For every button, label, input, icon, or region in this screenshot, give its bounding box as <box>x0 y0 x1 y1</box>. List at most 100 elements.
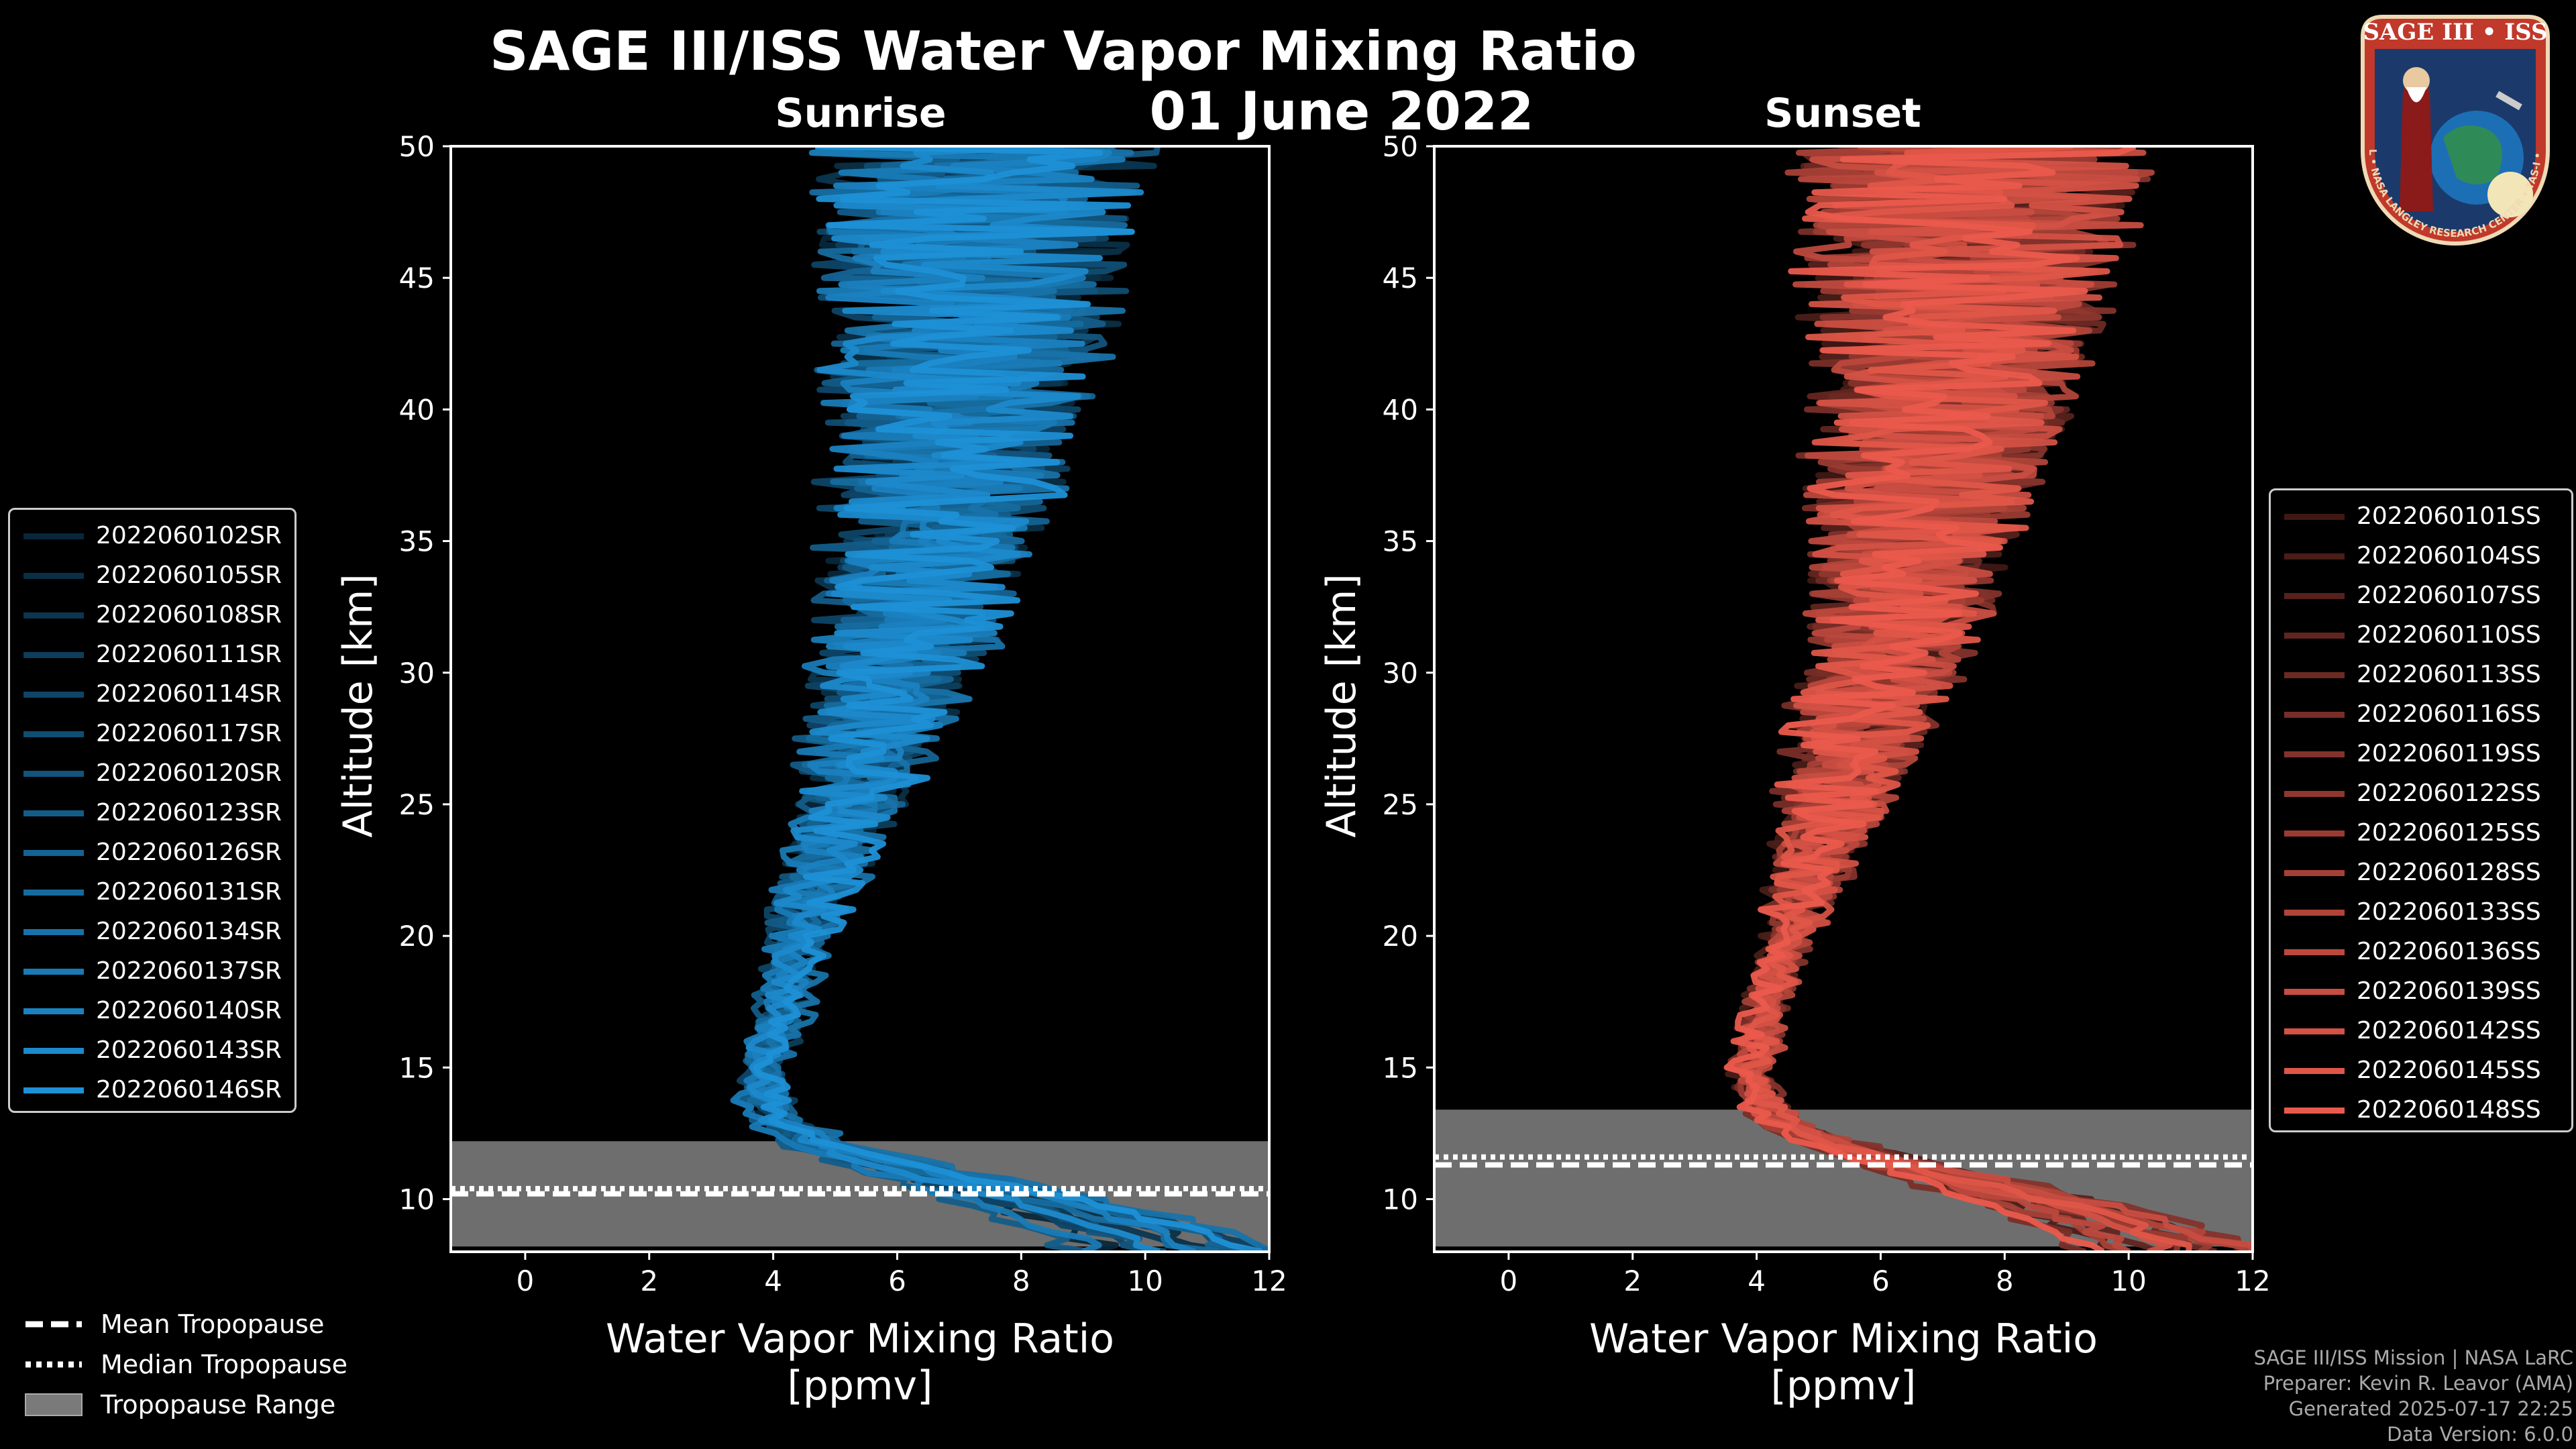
logo-title: SAGE III • ISS <box>2363 19 2547 46</box>
x-tick-label: 8 <box>1996 1265 2014 1297</box>
credits-preparer: Preparer: Kevin R. Leavor (AMA) <box>2263 1372 2573 1395</box>
legend-label: 2022060108SR <box>96 601 282 629</box>
legend-label: 2022060142SS <box>2357 1017 2541 1044</box>
sage-iii-iss-logo: SAGE III • ISS BALL • NASA LANGLEY RESEA… <box>2343 10 2550 246</box>
legend-label: 2022060117SR <box>96 720 282 747</box>
credits: SAGE III/ISS Mission | NASA LaRC Prepare… <box>2037 1345 2573 1447</box>
legend-swatch <box>2284 553 2345 559</box>
credits-mission: SAGE III/ISS Mission | NASA LaRC <box>2253 1346 2573 1369</box>
profile-line-2022060143SR <box>745 146 1161 1252</box>
credits-generated: Generated 2025-07-17 22:25 <box>2288 1397 2573 1420</box>
sunset-panel-title: Sunset <box>1764 90 1921 137</box>
legend-label: 2022060126SR <box>96 839 282 866</box>
y-tick-label: 50 <box>1383 130 1418 163</box>
legend-label: 2022060116SS <box>2357 700 2541 728</box>
x-tick-label: 4 <box>764 1265 782 1297</box>
legend-label: 2022060131SR <box>96 878 282 906</box>
y-tick-label: 20 <box>399 920 435 953</box>
legend-swatch <box>23 929 84 935</box>
panel-ss-plot-area <box>1434 146 2253 1252</box>
x-tick-label: 10 <box>1127 1265 1163 1297</box>
sunrise-legend: 2022060102SR 2022060105SR 2022060108SR 2022… <box>8 508 297 1113</box>
panel-sr-group: 0 2 4 6 8 10 12 10 15 20 25 30 35 40 45 50 Water Vapor M… <box>335 130 1287 1409</box>
x-tick-label: 12 <box>2235 1265 2270 1297</box>
x-axis-label: Water Vapor Mixing Ratio <box>1589 1316 2098 1362</box>
legend-swatch <box>2284 751 2345 757</box>
x-tick-label: 10 <box>2110 1265 2146 1297</box>
legend-label: 2022060140SR <box>96 997 282 1024</box>
y-tick-label: 15 <box>399 1051 435 1084</box>
legend-swatch <box>2284 633 2345 639</box>
legend-swatch <box>2284 672 2345 678</box>
legend-label: 2022060111SR <box>96 641 282 668</box>
legend-swatch <box>23 692 84 698</box>
y-tick-label: 40 <box>1383 393 1418 426</box>
legend-label: 2022060128SS <box>2357 859 2541 886</box>
legend-swatch <box>2284 989 2345 995</box>
x-axis-label: Water Vapor Mixing Ratio <box>606 1316 1114 1362</box>
legend-label: 2022060110SS <box>2357 621 2541 649</box>
sunrise-panel-title: Sunrise <box>775 90 947 137</box>
figure-title: SAGE III/ISS Water Vapor Mixing Ratio <box>489 20 1638 83</box>
legend-swatch <box>23 1008 84 1014</box>
legend-median-label: Median Tropopause <box>101 1350 347 1379</box>
profile-line-2022060134SR <box>759 146 1269 1252</box>
legend-label: 2022060136SS <box>2357 938 2541 965</box>
legend-swatch <box>2284 514 2345 520</box>
legend-mean-tropopause: Mean Tropopause <box>20 1305 396 1344</box>
legend-swatch <box>2284 791 2345 797</box>
dotted-line-swatch <box>25 1361 82 1368</box>
legend-swatch <box>23 771 84 777</box>
legend-swatch <box>23 969 84 975</box>
legend-label: 2022060102SR <box>96 522 282 549</box>
y-tick-label: 45 <box>1383 262 1418 294</box>
legend-swatch <box>2284 910 2345 916</box>
legend-swatch <box>23 890 84 896</box>
x-tick-label: 0 <box>517 1265 535 1297</box>
legend-range-label: Tropopause Range <box>101 1390 336 1419</box>
legend-label: 2022060104SS <box>2357 542 2541 570</box>
legend-swatch <box>23 1048 84 1054</box>
y-tick-label: 10 <box>1383 1183 1418 1216</box>
legend-mean-label: Mean Tropopause <box>101 1309 325 1339</box>
y-tick-label: 10 <box>399 1183 435 1216</box>
legend-label: 2022060125SS <box>2357 819 2541 847</box>
dashed-line-swatch <box>25 1321 82 1328</box>
figure-date: 01 June 2022 <box>1149 82 1534 142</box>
y-tick-label: 20 <box>1383 920 1418 953</box>
legend-swatch <box>23 810 84 816</box>
y-tick-label: 25 <box>1383 788 1418 821</box>
y-tick-label: 35 <box>1383 525 1418 558</box>
credits-data-version: Data Version: 6.0.0 <box>2387 1423 2573 1446</box>
legend-swatch <box>2284 593 2345 599</box>
x-tick-label: 12 <box>1251 1265 1287 1297</box>
y-tick-label: 25 <box>399 788 435 821</box>
legend-tropopause-range: Tropopause Range <box>20 1385 396 1424</box>
profile-line-2022060145SS <box>1739 146 2192 1252</box>
legend-label: 2022060137SR <box>96 957 282 985</box>
legend-label: 2022060133SS <box>2357 898 2541 926</box>
legend-swatch <box>23 652 84 658</box>
legend-swatch <box>23 533 84 539</box>
legend-swatch <box>2284 949 2345 955</box>
x-tick-label: 6 <box>888 1265 906 1297</box>
y-axis-label: Altitude [km] <box>1318 574 1365 838</box>
tropopause-legend: Mean Tropopause Median Tropopause Tropop… <box>20 1305 396 1426</box>
legend-swatch <box>23 573 84 579</box>
x-axis-label: [ppmv] <box>788 1362 933 1409</box>
x-tick-label: 6 <box>1872 1265 1890 1297</box>
legend-swatch <box>2284 1068 2345 1074</box>
legend-swatch <box>2284 870 2345 876</box>
y-tick-label: 45 <box>399 262 435 294</box>
panel-ss-group: 0 2 4 6 8 10 12 10 15 20 25 30 35 40 45 50 Water Vapor M… <box>1318 130 2271 1409</box>
legend-label: 2022060114SR <box>96 680 282 708</box>
plot-frame <box>1433 145 2254 1253</box>
panel-sr-plot-area <box>451 146 1269 1252</box>
x-tick-label: 2 <box>1623 1265 1642 1297</box>
y-tick-label: 35 <box>399 525 435 558</box>
legend-label: 2022060107SS <box>2357 582 2541 609</box>
legend-label: 2022060145SS <box>2357 1057 2541 1084</box>
y-tick-label: 30 <box>399 657 435 690</box>
profile-line-2022060148SS <box>1724 146 2137 1252</box>
legend-label: 2022060119SS <box>2357 740 2541 767</box>
